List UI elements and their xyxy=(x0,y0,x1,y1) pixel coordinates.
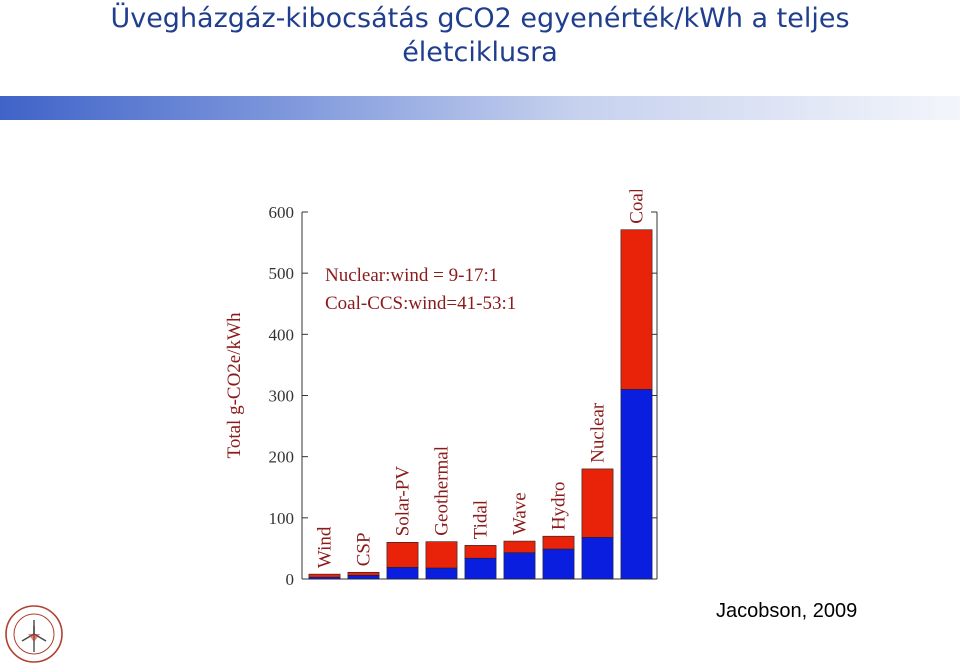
y-tick-label: 300 xyxy=(269,387,295,406)
y-tick-label: 600 xyxy=(269,203,295,222)
category-label: Geothermal xyxy=(432,446,453,536)
bar-lower-geothermal xyxy=(425,567,458,580)
citation: Jacobson, 2009 xyxy=(716,600,858,622)
y-tick-label: 0 xyxy=(286,570,295,589)
slide-title-line-2: életciklusra xyxy=(402,37,558,68)
bar-upper-coal-ccs xyxy=(620,229,653,390)
bar-lower-csp xyxy=(347,575,380,580)
bar-upper-nuclear xyxy=(581,468,614,538)
university-logo-icon xyxy=(5,605,63,663)
bar-lower-hydro xyxy=(542,548,575,580)
category-label: Nuclear xyxy=(588,402,609,463)
y-axis-label: Total g-CO2e/kWh xyxy=(224,312,245,458)
bar-lower-tidal xyxy=(464,557,497,580)
y-tick-label: 500 xyxy=(269,264,295,283)
bar-lower-nuclear xyxy=(581,537,614,580)
category-label: Hydro xyxy=(549,482,570,531)
chart-annotation: Coal-CCS:wind=41-53:1 xyxy=(325,293,516,314)
chart-annotation: Nuclear:wind = 9-17:1 xyxy=(325,265,498,286)
category-label: Coal-CCS xyxy=(627,190,648,224)
category-label: Tidal xyxy=(471,500,492,539)
title-gradient-bar xyxy=(0,96,960,120)
bar-upper-csp xyxy=(347,571,380,576)
category-label: Wave xyxy=(510,492,531,535)
bar-lower-solar-pv xyxy=(386,567,419,580)
slide-title: Üvegházgáz-kibocsátás gCO2 egyenérték/kW… xyxy=(0,0,960,70)
emissions-bar-chart: 0 100 200 300 400 500 600 Total g-CO2e/kWh Wind C… xyxy=(224,190,658,589)
bar-upper-tidal xyxy=(464,545,497,559)
category-label: CSP xyxy=(354,532,375,566)
category-label: Wind xyxy=(315,526,336,568)
bar-upper-wind xyxy=(308,573,341,578)
y-tick-label: 400 xyxy=(269,325,295,344)
bar-upper-solar-pv xyxy=(386,541,419,568)
bar-upper-hydro xyxy=(542,535,575,550)
y-tick-label: 100 xyxy=(269,509,295,528)
slide-title-line-1: Üvegházgáz-kibocsátás gCO2 egyenérték/kW… xyxy=(110,3,850,34)
bar-upper-wave xyxy=(503,540,536,553)
bar-lower-coal-ccs xyxy=(620,389,653,580)
bar-upper-geothermal xyxy=(425,541,458,569)
bar-lower-wave xyxy=(503,552,536,580)
category-label: Solar-PV xyxy=(393,466,414,537)
y-tick-label: 200 xyxy=(269,448,295,467)
